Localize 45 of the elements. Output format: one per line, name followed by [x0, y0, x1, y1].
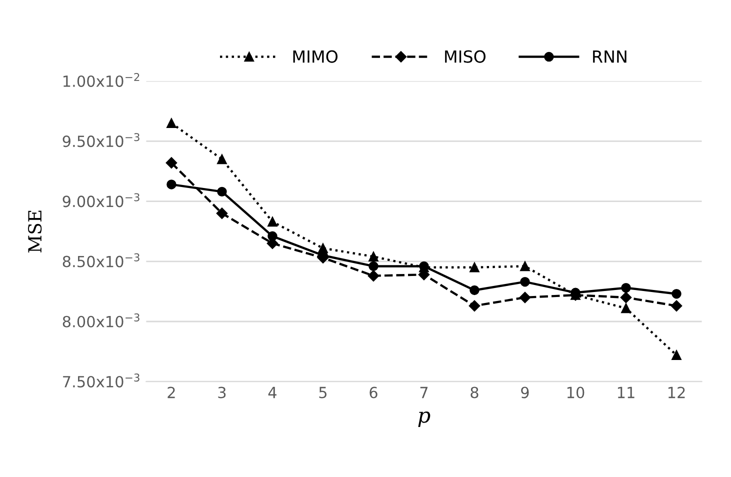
legend-label: MIMO: [293, 50, 338, 63]
x-tick-label: 9: [521, 386, 529, 398]
y-tick-label: 9.50x10$^{−3}$: [62, 133, 140, 148]
point: [672, 350, 682, 360]
y-tick-label: 8.00x10$^{−3}$: [62, 313, 140, 328]
point: [368, 261, 378, 272]
point: [620, 292, 632, 304]
point: [368, 270, 380, 282]
y-tick-label: 9.00x10$^{−3}$: [62, 193, 140, 208]
point: [216, 208, 228, 219]
point: [470, 262, 480, 272]
point: [217, 186, 227, 197]
y-tick-label: 8.50x10$^{−3}$: [62, 253, 140, 268]
point: [520, 276, 530, 287]
x-axis-title: p: [418, 412, 430, 427]
y-tick-label: 7.50x10$^{−3}$: [63, 374, 140, 388]
x-tick-label: 2: [168, 386, 175, 398]
x-tick-label: 8: [470, 386, 478, 398]
y-axis-title: MSE: [28, 210, 42, 252]
point: [519, 292, 531, 304]
legend-label: MISO: [445, 50, 486, 63]
x-tick-label: 3: [218, 386, 226, 398]
point: [520, 261, 530, 272]
point: [621, 282, 631, 293]
point: [672, 288, 682, 299]
point: [268, 216, 278, 227]
x-tick-label: 6: [370, 386, 378, 398]
point: [268, 231, 278, 242]
point: [166, 118, 176, 128]
x-tick-label: 12: [668, 386, 685, 398]
x-tick-label: 10: [567, 386, 584, 398]
point: [166, 180, 176, 190]
point: [470, 285, 480, 296]
point: [368, 252, 378, 262]
point: [217, 154, 227, 164]
point: [166, 157, 178, 168]
point: [621, 303, 631, 314]
x-tick-label: 7: [420, 386, 428, 398]
point: [670, 300, 682, 312]
y-tick-label: 1.00x10$^{−2}$: [63, 72, 140, 87]
x-tick-label: 5: [319, 386, 326, 398]
x-tick-label: 11: [618, 386, 634, 398]
x-tick-label: 4: [268, 386, 276, 398]
legend-label: RNN: [593, 50, 626, 63]
point: [468, 300, 480, 312]
